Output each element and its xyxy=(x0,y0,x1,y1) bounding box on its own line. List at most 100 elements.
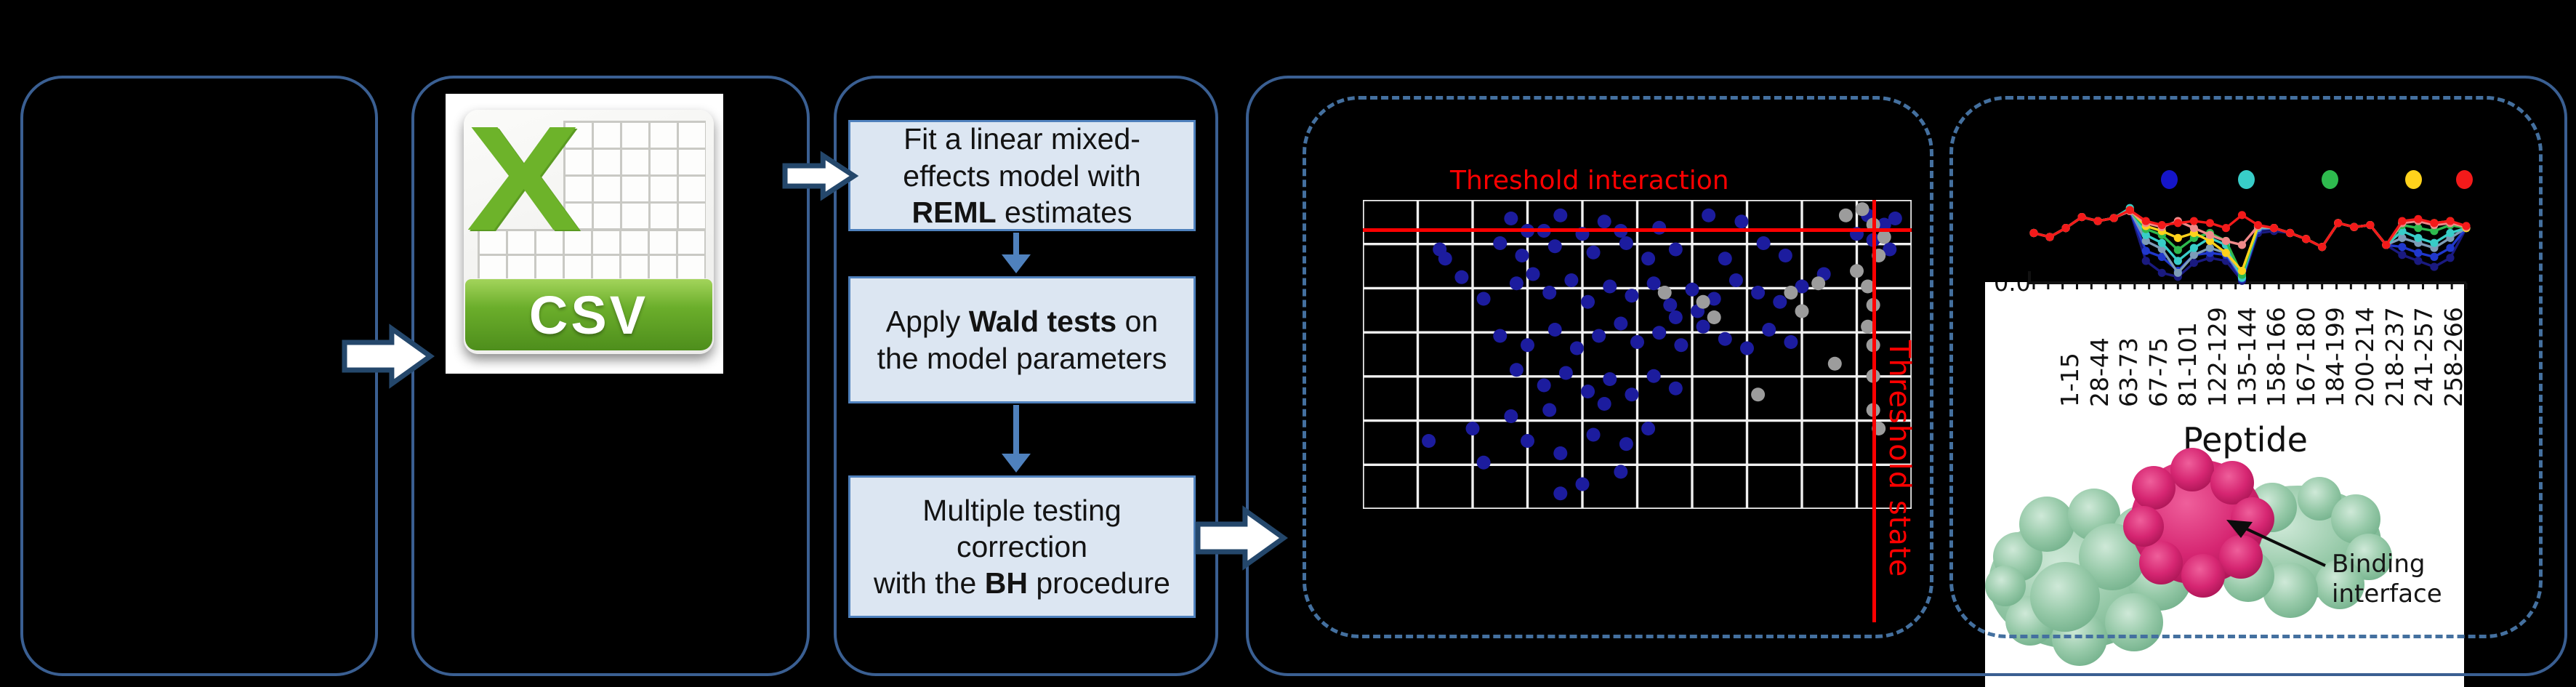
peptide-tick-label: 167-180 xyxy=(2291,307,2320,407)
threshold-state-label: Threshold state xyxy=(1883,340,1916,578)
scatter-point-interaction-points-blue xyxy=(1668,242,1683,257)
scatter-point-interaction-points-blue xyxy=(1575,477,1590,491)
uptake-series-navy xyxy=(2033,209,2468,282)
scatter-point-interaction-points-blue xyxy=(1454,270,1469,284)
flow-step-line: Apply Wald tests on xyxy=(885,305,1159,339)
threshold-interaction-line xyxy=(1363,228,1912,232)
scatter-point-interaction-points-blue xyxy=(1603,279,1617,294)
legend-timepoint-dot-4 xyxy=(2405,170,2422,189)
scatter-point-interaction-points-blue xyxy=(1586,427,1601,442)
flow-step-3: Multiple testing correction with the BH pr… xyxy=(848,475,1196,618)
excel-x-glyph: X xyxy=(466,95,581,262)
scatter-point-interaction-points-blue xyxy=(1476,455,1491,470)
scatter-point-interaction-points-blue xyxy=(1668,381,1683,395)
scatter-point-interaction-points-blue xyxy=(1542,286,1557,300)
flow-step-line: Multiple testing xyxy=(922,493,1122,527)
scatter-point-interaction-points-blue xyxy=(1504,409,1518,423)
scatter-point-interaction-points-blue xyxy=(1734,214,1749,229)
legend-timepoint-dot-2 xyxy=(2238,170,2255,189)
scatter-point-interaction-points-blue xyxy=(1685,282,1699,297)
scatter-point-interaction-points-blue xyxy=(1756,236,1771,250)
threshold-interaction-label: Threshold interaction xyxy=(1450,166,1729,196)
binding-interface-arrow xyxy=(2226,520,2326,567)
flow-step-1: Fit a linear mixed-effects model with REM… xyxy=(848,120,1196,231)
uptake-series-steel xyxy=(2033,209,2467,278)
peptide-tick-label: 63-73 xyxy=(2114,337,2144,407)
scatter-point-interaction-points-blue xyxy=(1504,212,1518,225)
flow-step-line: with the BH procedure xyxy=(874,566,1170,600)
scatter-point-state-points-gray xyxy=(1850,264,1864,278)
scatter-point-interaction-points-blue xyxy=(1696,319,1710,334)
scatter-point-interaction-points-blue xyxy=(1509,363,1524,377)
scatter-point-interaction-points-blue xyxy=(1476,292,1491,306)
scatter-point-interaction-points-blue xyxy=(1586,245,1601,260)
scatter-point-interaction-points-blue xyxy=(1614,465,1628,479)
peptide-tick-label: 241-257 xyxy=(2410,307,2439,407)
scatter-point-interaction-points-blue xyxy=(1547,239,1562,254)
flow-step-line: REML estimates xyxy=(911,195,1132,229)
block-arrow-3 xyxy=(1195,505,1289,571)
scatter-point-interaction-points-blue xyxy=(1646,276,1661,291)
scatter-point-interaction-points-blue xyxy=(1603,372,1617,386)
input-panel xyxy=(20,76,378,676)
scatter-point-state-points-gray xyxy=(1751,387,1766,402)
flow-step-line: effects model with xyxy=(903,158,1141,193)
scatter-point-interaction-points-blue xyxy=(1888,212,1902,225)
flow-step-line: Fit a linear mixed- xyxy=(903,122,1140,156)
scatter-point-interaction-points-blue xyxy=(1569,341,1584,355)
scatter-point-interaction-points-blue xyxy=(1597,397,1611,411)
scatter-point-interaction-points-blue xyxy=(1521,434,1534,448)
scatter-point-interaction-points-blue xyxy=(1547,323,1562,337)
scatter-point-state-points-gray xyxy=(1707,310,1721,324)
scatter-point-interaction-points-blue xyxy=(1619,437,1633,451)
flow-step-line: the model parameters xyxy=(877,341,1167,375)
peptide-tick-label: 67-75 xyxy=(2144,337,2173,407)
csv-banner-label: CSV xyxy=(528,284,649,345)
block-arrow-2 xyxy=(782,150,859,201)
scatter-point-interaction-points-blue xyxy=(1553,486,1568,501)
scatter-point-interaction-points-blue xyxy=(1663,298,1678,312)
scatter-point-interaction-points-blue xyxy=(1784,335,1798,349)
scatter-point-interaction-points-blue xyxy=(1795,279,1809,294)
binding-interface-line1: Binding xyxy=(2332,550,2426,579)
scatter-point-interaction-points-blue xyxy=(1625,387,1639,402)
scatter-point-interaction-points-blue xyxy=(1493,236,1508,250)
flow-step-line: correction xyxy=(956,529,1087,563)
legend-timepoint-dot-3 xyxy=(2322,170,2338,189)
scatter-point-state-points-gray xyxy=(1657,286,1672,300)
peptide-tick-label: 218-237 xyxy=(2380,307,2409,407)
scatter-point-state-points-gray xyxy=(1838,208,1853,222)
scatter-point-interaction-points-blue xyxy=(1641,422,1656,435)
scatter-point-interaction-points-blue xyxy=(1422,434,1436,448)
scatter-point-state-points-gray xyxy=(1795,304,1809,318)
scatter-point-interaction-points-blue xyxy=(1630,335,1644,349)
peptide-tick-label: 135-144 xyxy=(2232,307,2261,407)
scatter-point-interaction-points-blue xyxy=(1641,252,1656,266)
scatter-points-layer xyxy=(1363,200,1912,509)
legend-timepoint-dot-5 xyxy=(2456,170,2473,189)
uptake-series-yellow xyxy=(2033,209,2467,273)
peptide-tick-label: 200-214 xyxy=(2351,307,2379,407)
scatter-point-interaction-points-blue xyxy=(1668,310,1683,324)
scatter-plot xyxy=(1363,200,1912,509)
scatter-point-interaction-points-blue xyxy=(1537,378,1551,393)
scatter-point-interaction-points-blue xyxy=(1553,208,1568,222)
block-arrow-1 xyxy=(342,324,435,389)
scatter-point-interaction-points-blue xyxy=(1493,329,1508,343)
uptake-series-green xyxy=(2033,209,2467,276)
peptide-tick-label: 158-166 xyxy=(2262,307,2291,407)
uptake-series-red xyxy=(2033,209,2467,249)
scatter-point-interaction-points-blue xyxy=(1652,326,1667,340)
scatter-point-interaction-points-blue xyxy=(1581,385,1595,398)
scatter-point-interaction-points-blue xyxy=(1883,242,1897,257)
scatter-point-interaction-points-blue xyxy=(1707,292,1721,306)
csv-banner: CSV xyxy=(465,279,712,350)
scatter-point-state-points-gray xyxy=(1827,356,1842,371)
peptide-tick-label: 81-101 xyxy=(2173,322,2202,407)
scatter-point-interaction-points-blue xyxy=(1509,276,1524,291)
threshold-state-line xyxy=(1872,200,1876,622)
scatter-point-interaction-points-blue xyxy=(1674,338,1689,353)
scatter-point-interaction-points-blue xyxy=(1526,267,1540,281)
spreadsheet-grid-bottom xyxy=(478,229,706,278)
